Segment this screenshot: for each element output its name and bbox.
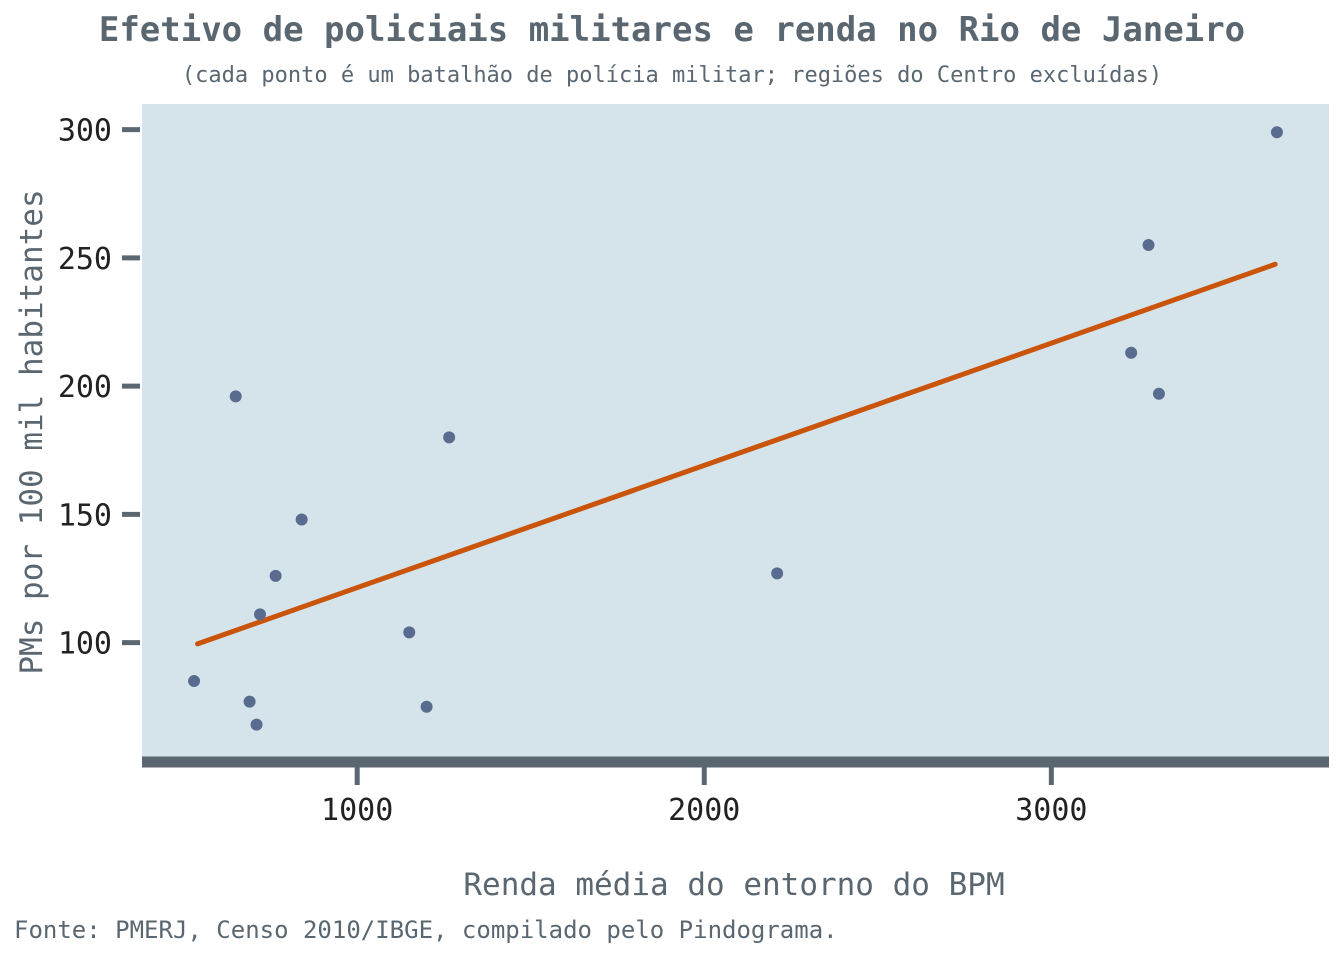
data-point-7 [295,513,308,526]
trendline-layer [195,261,1278,647]
x-tick-label-3000: 3000 [1015,793,1087,828]
data-point-4 [250,718,263,731]
x-tick-label-2000: 2000 [668,793,740,828]
y-tick-label-100: 100 [58,627,112,662]
y-tick-label-200: 200 [58,370,112,405]
chart-caption: Fonte: PMERJ, Censo 2010/IBGE, compilado… [14,916,838,944]
y-tick-label-300: 300 [58,114,112,149]
data-point-15 [1270,126,1283,139]
x-axis-ticks: 1000 2000 3000 [321,767,1087,828]
x-tick-label-1000: 1000 [321,793,393,828]
y-tick-label-250: 250 [58,242,112,277]
y-tick-label-150: 150 [58,498,112,533]
chart-title: Efetivo de policiais militares e renda n… [99,10,1245,50]
data-point-3 [243,695,256,708]
data-point-13 [1142,239,1155,252]
data-point-10 [443,431,456,444]
trendline [195,261,1278,647]
y-axis-ticks: 100 150 200 250 300 [58,114,140,662]
x-axis-label: Renda média do entorno do BPM [463,867,1004,903]
chart-subtitle: (cada ponto é um batalhão de polícia mil… [182,63,1162,88]
y-axis-label: PMs por 100 mil habitantes [14,189,50,674]
data-point-8 [403,626,416,639]
data-point-11 [771,567,784,580]
data-point-5 [254,608,267,621]
data-point-2 [229,390,242,403]
data-point-6 [269,569,282,582]
data-point-14 [1152,387,1165,400]
data-point-1 [188,675,201,688]
plot-panel [142,104,1329,758]
data-point-9 [420,700,433,713]
points-layer [188,126,1283,731]
data-point-12 [1125,346,1138,359]
